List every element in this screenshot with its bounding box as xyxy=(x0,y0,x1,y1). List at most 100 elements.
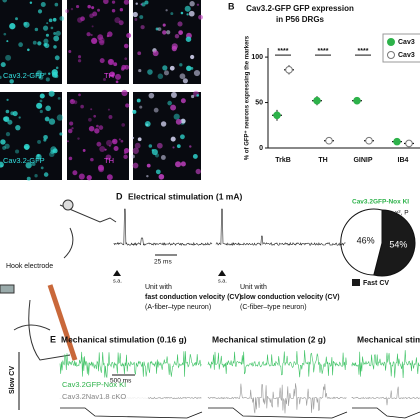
cell xyxy=(111,9,116,13)
cell xyxy=(153,107,159,113)
cell xyxy=(105,154,112,161)
trace xyxy=(207,383,347,414)
cell xyxy=(25,162,32,169)
cell xyxy=(136,98,141,103)
cell xyxy=(179,73,186,80)
cell xyxy=(0,62,6,68)
cell xyxy=(48,18,53,23)
cell xyxy=(43,38,49,44)
cell xyxy=(32,40,37,45)
cell xyxy=(78,55,82,59)
stim-label: s.a. xyxy=(218,278,227,284)
pie-slice xyxy=(340,208,383,276)
cell xyxy=(97,164,104,171)
gfp-label: Cav3.2-GFP xyxy=(3,156,45,165)
legend-box xyxy=(382,33,420,63)
cell xyxy=(0,161,4,168)
cell xyxy=(139,105,143,109)
stim-step xyxy=(208,407,348,419)
cell xyxy=(138,68,142,73)
cell xyxy=(5,131,11,137)
cell xyxy=(0,75,2,79)
cell xyxy=(29,1,33,4)
cell xyxy=(171,45,177,52)
stim-step xyxy=(60,407,203,419)
chart-title: Cav3.2-GFP GFP expression xyxy=(246,4,354,13)
cell xyxy=(80,104,84,109)
cell xyxy=(91,37,98,45)
cell xyxy=(45,77,50,82)
cell xyxy=(123,43,129,49)
cell xyxy=(93,114,97,118)
cell xyxy=(107,108,110,111)
cell xyxy=(15,124,21,131)
unit-text: Unit with xyxy=(240,284,267,291)
unit-text: (A-fiber–type neuron) xyxy=(145,304,211,311)
gfp-label: Cav3.2-GFP xyxy=(3,71,45,80)
cell xyxy=(5,109,10,114)
cell xyxy=(169,65,175,71)
cell xyxy=(2,0,8,3)
cell xyxy=(195,168,201,175)
micrograph xyxy=(67,0,129,84)
cell xyxy=(170,136,176,142)
cell xyxy=(162,65,168,71)
cell xyxy=(71,99,74,102)
cell xyxy=(90,157,94,162)
cell xyxy=(113,146,119,152)
micrographs xyxy=(0,0,203,181)
cell xyxy=(113,62,118,67)
x-tick-label: TrkB xyxy=(275,157,291,164)
cell xyxy=(193,69,201,77)
cell xyxy=(15,17,18,21)
y-tick-label: 50 xyxy=(255,99,263,106)
cell xyxy=(132,162,139,169)
cell xyxy=(192,153,198,159)
dot xyxy=(285,66,293,74)
cell xyxy=(77,137,80,140)
pie-slice xyxy=(373,209,416,277)
trace xyxy=(207,350,347,378)
cell xyxy=(162,23,166,27)
cell xyxy=(27,48,30,52)
panel-title: Mechanical stimulation (0.16 g) xyxy=(61,334,187,344)
cell xyxy=(44,43,50,49)
cell xyxy=(68,156,73,161)
cell xyxy=(12,111,18,117)
unit-text: slow conduction velocity (CV) xyxy=(240,294,340,301)
cell xyxy=(140,25,145,30)
cell xyxy=(160,155,166,160)
cell xyxy=(123,0,130,5)
cell xyxy=(78,93,81,97)
cell xyxy=(121,89,128,97)
cell xyxy=(45,33,49,37)
unit-text: (C-fiber–type neuron) xyxy=(240,304,307,311)
cell xyxy=(120,139,124,143)
cell xyxy=(118,138,121,141)
significance: **** xyxy=(358,48,369,55)
cell xyxy=(134,18,138,21)
cell xyxy=(45,105,51,112)
cell xyxy=(99,39,105,46)
cell xyxy=(42,25,49,31)
cell xyxy=(18,116,21,119)
dot xyxy=(353,96,361,105)
cell xyxy=(137,51,142,56)
trace xyxy=(59,351,202,378)
cell xyxy=(147,69,153,75)
cell xyxy=(46,22,49,25)
cell xyxy=(88,117,92,122)
cell xyxy=(111,0,116,4)
cell xyxy=(120,67,125,71)
cell xyxy=(48,90,55,97)
micrograph xyxy=(133,92,201,180)
cell xyxy=(170,92,177,98)
cell xyxy=(141,2,146,7)
cell xyxy=(185,36,192,42)
cell xyxy=(38,76,41,79)
panel-title: Electrical stimulation (1 mA) xyxy=(128,191,242,201)
cell xyxy=(23,146,27,149)
cell xyxy=(184,5,191,12)
micrograph xyxy=(0,0,62,84)
cell xyxy=(108,114,113,119)
